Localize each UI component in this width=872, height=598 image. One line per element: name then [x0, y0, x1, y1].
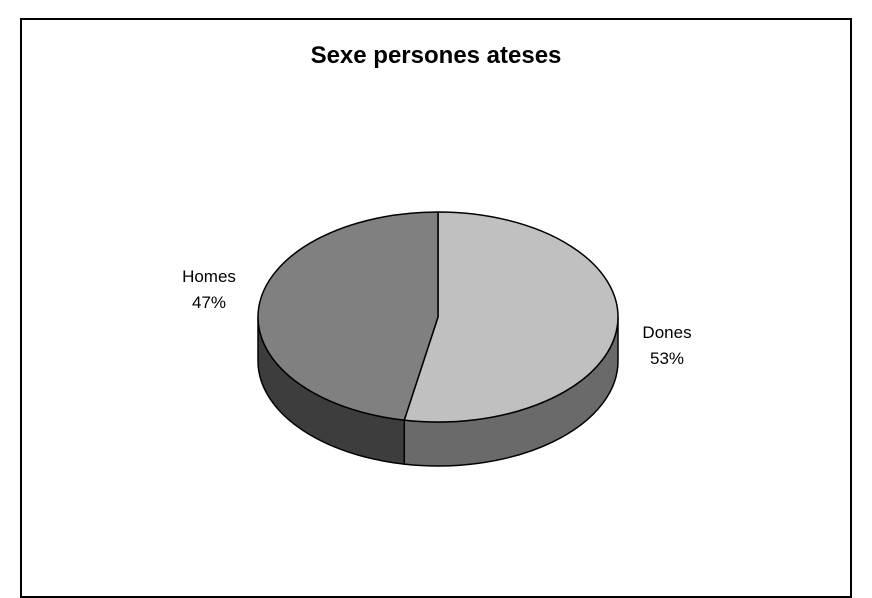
data-label-value-homes: 47%: [192, 293, 226, 312]
data-label-name-dones: Dones: [642, 323, 691, 342]
pie-chart: Dones 53% Homes 47%: [182, 211, 692, 467]
chart-frame: Sexe persones ateses Dones 53% Homes 47%: [20, 18, 852, 598]
slice-homes[interactable]: [257, 211, 439, 421]
data-label-value-dones: 53%: [650, 349, 684, 368]
data-label-name-homes: Homes: [182, 267, 236, 286]
slice-dones[interactable]: [403, 211, 619, 423]
chart-title: Sexe persones ateses: [310, 42, 562, 69]
